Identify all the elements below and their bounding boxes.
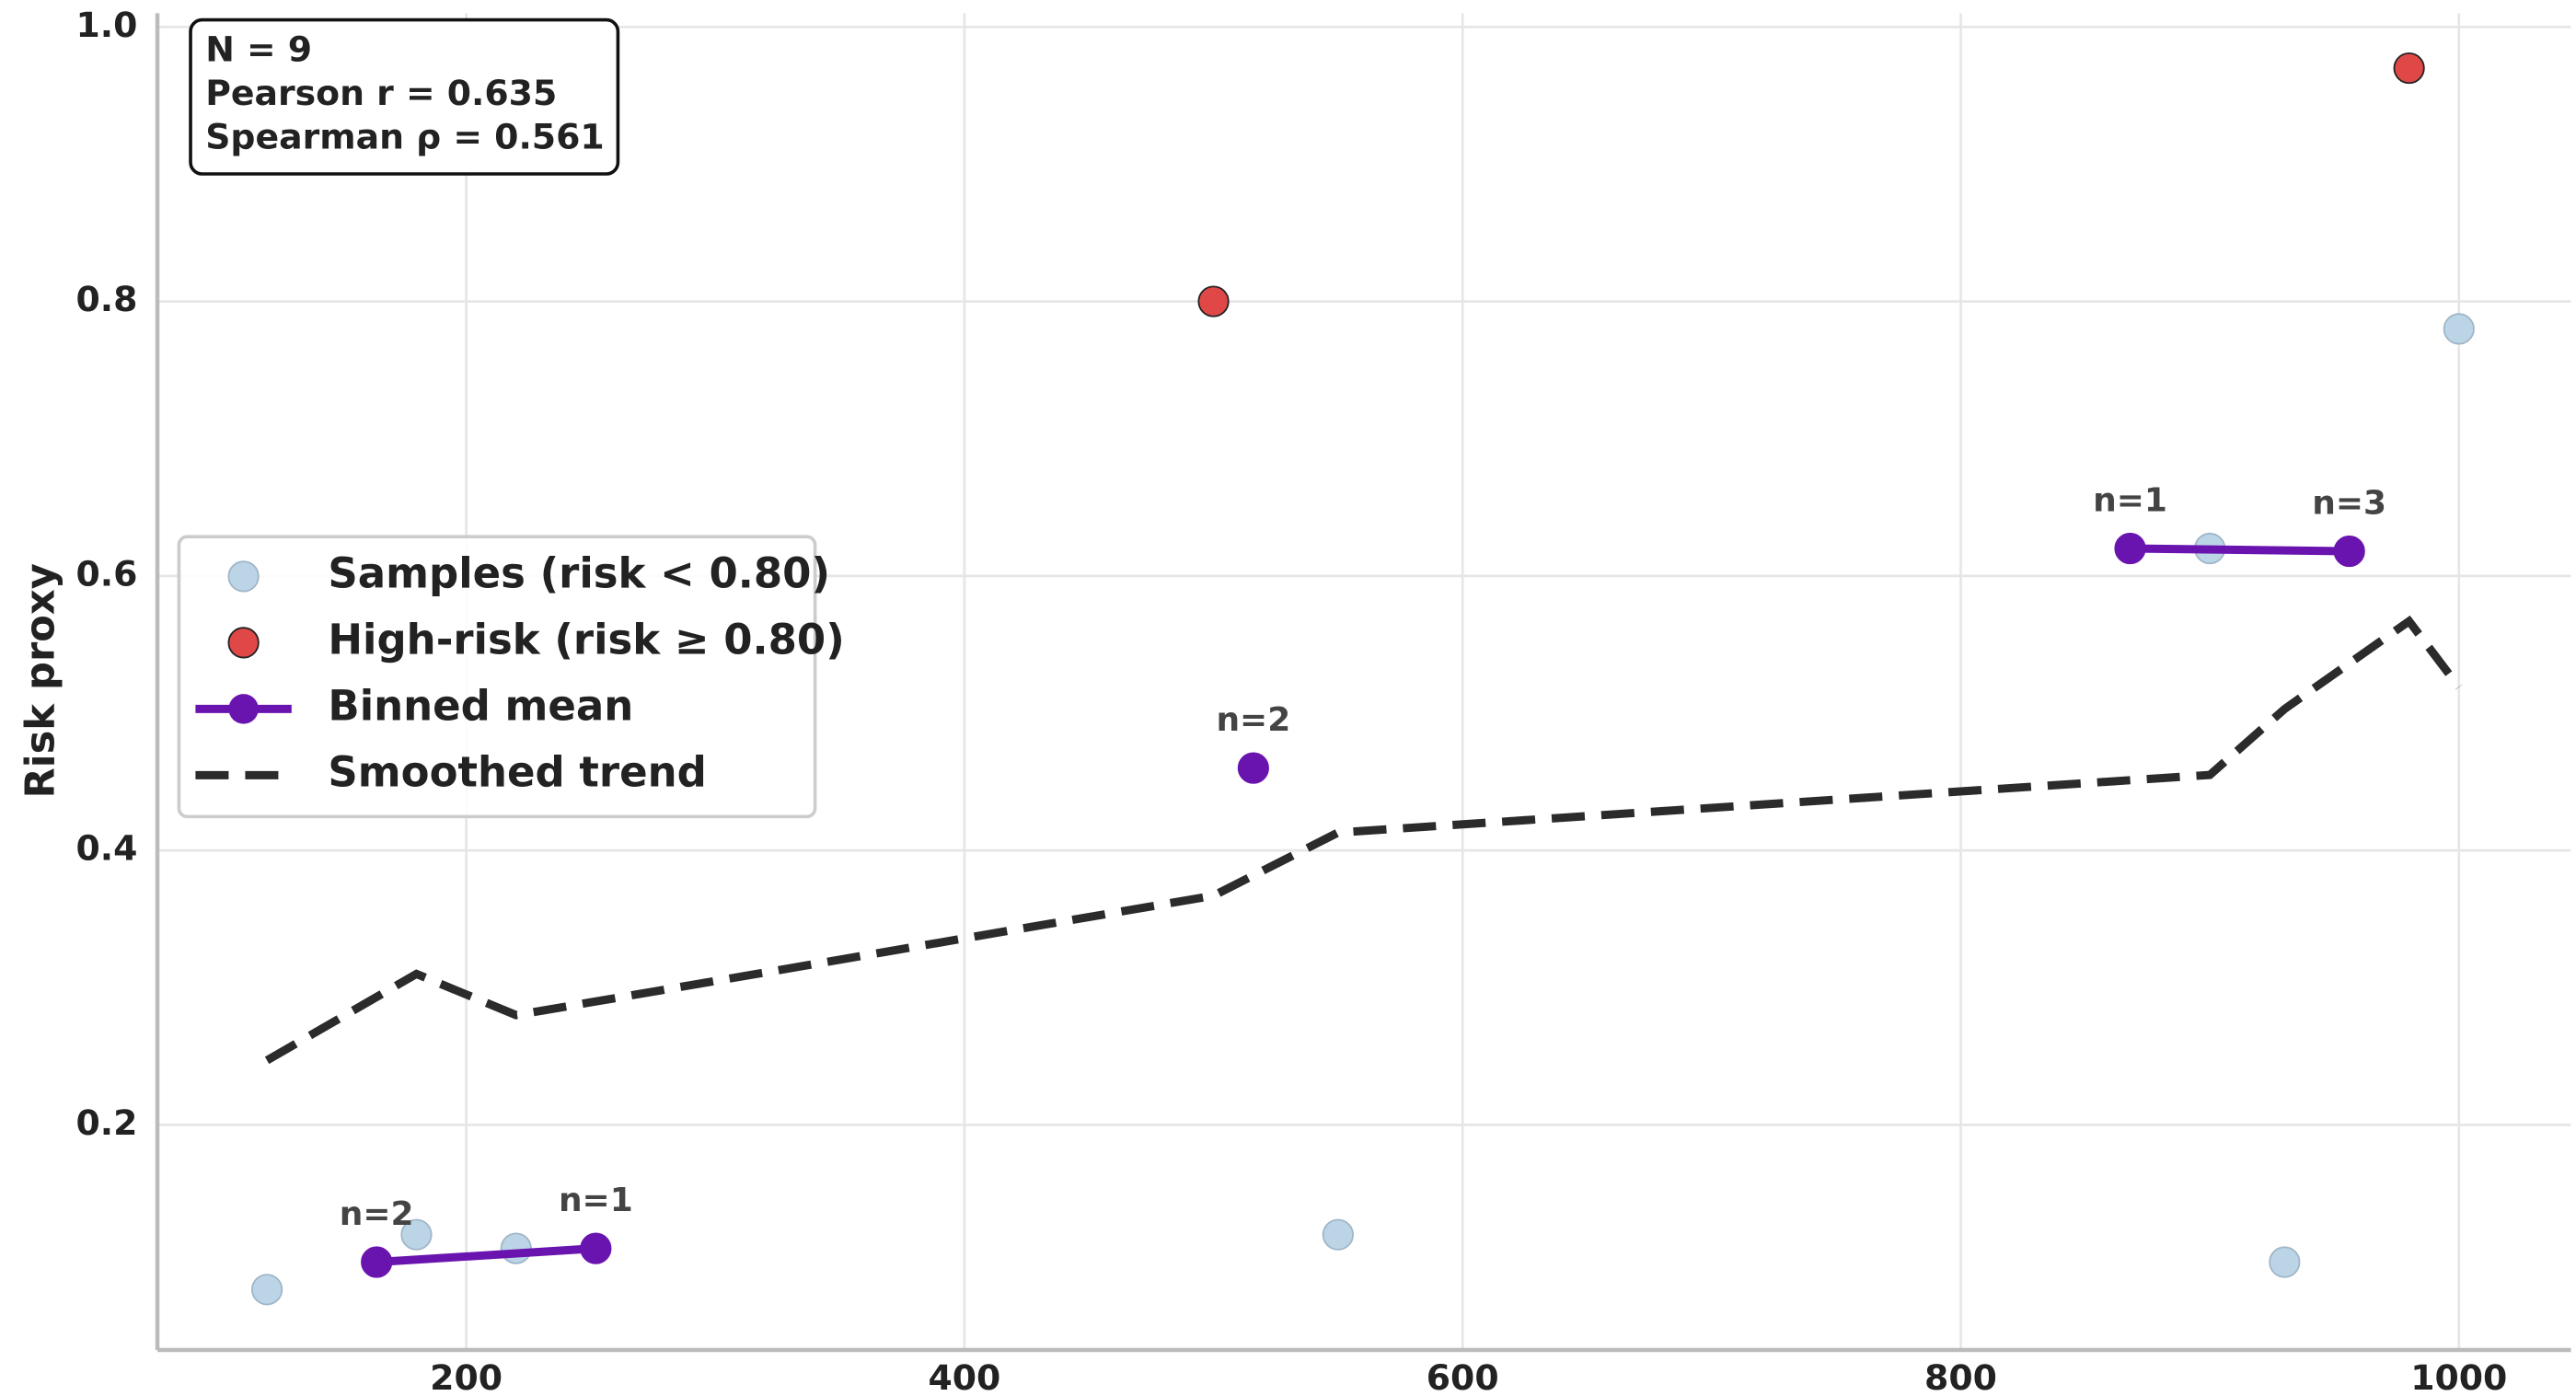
legend-label: Binned mean <box>328 681 633 730</box>
legend-label: Samples (risk < 0.80) <box>328 548 830 597</box>
data-point <box>580 1232 612 1264</box>
legend-marker <box>228 694 259 724</box>
series-line <box>264 615 2463 1065</box>
y-tick-label: 1.0 <box>75 5 137 45</box>
data-point <box>1237 752 1269 784</box>
legend-marker <box>227 560 260 593</box>
data-point <box>2333 535 2365 568</box>
y-tick-label: 0.4 <box>75 828 137 869</box>
point-annotation: n=2 <box>1216 701 1290 739</box>
legend-label: High-risk (risk ≥ 0.80) <box>328 615 844 663</box>
data-point <box>2443 313 2475 345</box>
data-point <box>2393 52 2425 85</box>
data-point <box>400 1218 433 1251</box>
x-tick-label: 800 <box>1924 1357 1997 1396</box>
y-axis-label: Risk proxy <box>17 563 64 798</box>
stats-text: Pearson r = 0.635 <box>205 73 557 113</box>
legend-box <box>177 535 817 819</box>
point-annotation: n=3 <box>2312 485 2386 523</box>
data-point <box>361 1246 393 1278</box>
stats-text: Spearman ρ = 0.561 <box>205 117 604 157</box>
x-tick-label: 400 <box>928 1357 1000 1396</box>
legend-label: Smoothed trend <box>328 747 706 796</box>
data-point <box>500 1232 532 1264</box>
data-point <box>2114 532 2146 565</box>
stats-box <box>189 17 620 176</box>
data-point <box>2269 1246 2301 1278</box>
y-tick-label: 0.8 <box>75 279 137 319</box>
x-tick-label: 1000 <box>2410 1357 2507 1396</box>
point-annotation: n=1 <box>559 1182 633 1219</box>
data-point <box>251 1274 283 1306</box>
y-tick-label: 0.6 <box>75 553 137 594</box>
data-point <box>1197 285 1230 317</box>
x-tick-label: 600 <box>1427 1357 1499 1396</box>
stats-text: N = 9 <box>205 29 312 69</box>
data-point <box>1322 1218 1354 1251</box>
point-annotation: n=1 <box>2093 482 2167 520</box>
y-tick-label: 0.2 <box>75 1102 137 1143</box>
x-tick-label: 200 <box>430 1357 502 1396</box>
legend-marker <box>227 627 260 659</box>
series-line <box>375 544 2350 1267</box>
point-annotation: n=2 <box>340 1195 414 1233</box>
